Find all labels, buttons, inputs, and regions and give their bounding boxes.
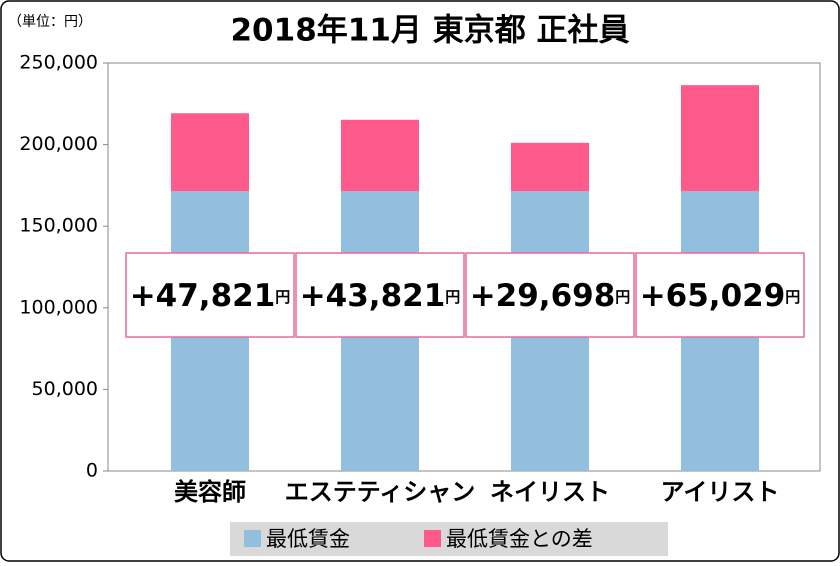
- x-tick-label: 美容師: [174, 478, 246, 506]
- x-tick-label: エステティシャン: [285, 478, 476, 506]
- bar-segment: [511, 142, 589, 192]
- legend-label: 最低賃金: [266, 527, 350, 551]
- value-label: +47,821円: [130, 278, 291, 314]
- y-tick-label: 150,000: [19, 215, 98, 237]
- legend-swatch: [424, 530, 441, 547]
- y-tick-label: 200,000: [19, 133, 98, 155]
- bar-segment: [171, 113, 249, 192]
- value-label-box: [635, 252, 805, 338]
- y-tick-label: 50,000: [32, 378, 98, 400]
- y-tick-label: 250,000: [19, 52, 98, 74]
- value-label-unit: 円: [445, 288, 460, 306]
- value-label-unit: 円: [275, 288, 290, 306]
- value-label-number: +29,698: [470, 278, 616, 314]
- plot-frame: [107, 62, 821, 472]
- legend-swatch: [244, 530, 261, 547]
- y-tick-label: 100,000: [19, 296, 98, 318]
- legend-label: 最低賃金との差: [446, 527, 593, 551]
- y-tick-label: 0: [86, 460, 98, 482]
- unit-note: （単位：円）: [8, 14, 92, 30]
- value-label-number: +43,821: [300, 278, 446, 314]
- value-label-box: [125, 252, 295, 338]
- value-label-box: [465, 252, 635, 338]
- value-label-unit: 円: [615, 288, 630, 306]
- value-label-number: +65,029: [640, 278, 786, 314]
- x-tick-label: ネイリスト: [490, 478, 610, 506]
- value-label-number: +47,821: [130, 278, 276, 314]
- bar-segment: [681, 85, 759, 192]
- value-label: +29,698円: [470, 278, 631, 314]
- chart-title: 2018年11月 東京都 正社員: [230, 13, 629, 49]
- legend-box: [230, 522, 668, 556]
- value-label-box: [295, 252, 465, 338]
- x-tick-label: アイリスト: [661, 478, 780, 506]
- value-label: +65,029円: [640, 278, 801, 314]
- value-label-unit: 円: [785, 288, 800, 306]
- value-label: +43,821円: [300, 278, 461, 314]
- bar-segment: [341, 119, 419, 192]
